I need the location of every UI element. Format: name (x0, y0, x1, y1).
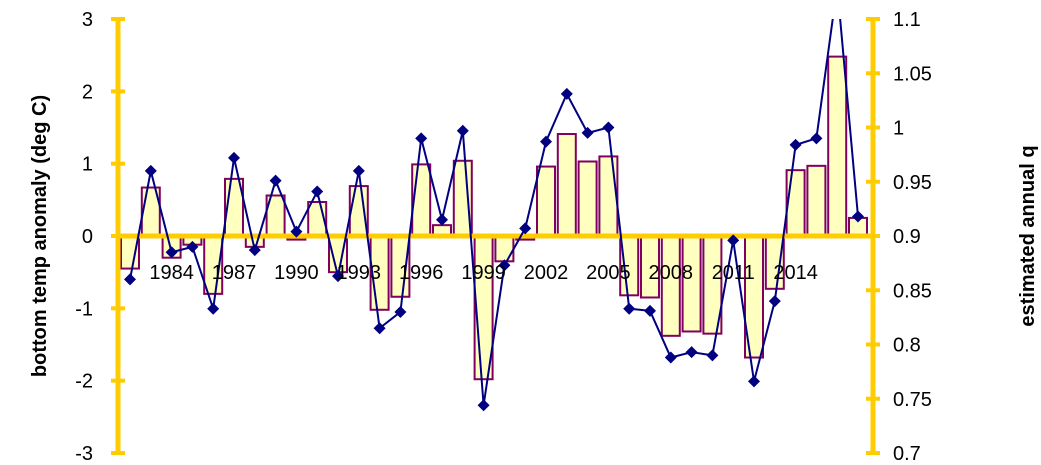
left-tick-label: -3 (75, 443, 93, 465)
x-tick-labels: 1984 1987 1990 1993 1996 1999 2002 2005 2008 2011… (149, 262, 818, 284)
point-marker (748, 375, 760, 388)
point-marker (852, 210, 864, 223)
bar (660, 235, 681, 337)
x-tick-label: 1993 (337, 262, 382, 284)
right-tick-label: 0.95 (893, 172, 932, 194)
point-marker (664, 351, 677, 364)
x-tick-label: 1987 (212, 262, 257, 284)
left-tick-label: -2 (75, 371, 93, 393)
x-tick-label: 1999 (461, 262, 506, 284)
q-line (129, 19, 859, 406)
left-axis: -3 -2 -1 0 1 2 3 (75, 9, 125, 465)
bar (577, 160, 598, 238)
right-tick-label: 1.1 (893, 9, 921, 31)
point-marker (768, 295, 781, 308)
point-marker (124, 273, 136, 286)
bar (536, 165, 556, 237)
point-marker (207, 302, 220, 315)
bar (120, 235, 140, 270)
point-marker (498, 259, 511, 272)
bar (411, 163, 432, 237)
line-series (129, 19, 859, 406)
point-marker (415, 132, 428, 145)
right-tick-label: 0.8 (893, 335, 921, 357)
point-marker (332, 270, 344, 283)
point-marker (685, 346, 698, 359)
bar (806, 164, 827, 237)
left-tick-label: 3 (82, 9, 93, 31)
point-marker (186, 240, 199, 253)
left-tick-label: 1 (82, 154, 93, 176)
x-tick-label: 2011 (712, 262, 755, 284)
bar (785, 169, 806, 237)
right-tick-label: 0.85 (893, 280, 932, 302)
right-tick-label: 0.75 (893, 389, 932, 411)
bar (494, 235, 515, 263)
point-marker (290, 225, 303, 238)
right-tick-label: 0.7 (893, 443, 921, 465)
point-marker (623, 302, 636, 315)
point-marker (248, 244, 261, 257)
y-axis-left-title: bottom temp anomaly (deg C) (29, 95, 51, 377)
left-tick-label: 0 (82, 226, 93, 248)
point-marker (706, 349, 719, 362)
point-marker (165, 246, 178, 259)
point-marker (477, 399, 490, 412)
point-marker (352, 164, 365, 177)
point-marker (581, 126, 594, 139)
x-tick-label: 2005 (586, 262, 631, 284)
point-marker (228, 151, 240, 164)
left-tick-label: -1 (75, 298, 93, 320)
point-marker (436, 213, 448, 226)
point-marker (560, 87, 573, 100)
point-marker (269, 174, 282, 187)
point-marker (519, 222, 532, 235)
point-marker (789, 138, 802, 151)
right-tick-label: 1 (893, 118, 904, 140)
x-tick-label: 2008 (649, 262, 694, 284)
x-tick-label: 2014 (773, 262, 818, 284)
line-markers (124, 87, 864, 412)
x-tick-label: 1996 (399, 262, 444, 284)
point-marker (602, 121, 615, 134)
x-tick-label: 1990 (274, 262, 319, 284)
point-marker (311, 185, 324, 198)
point-marker (456, 124, 469, 137)
right-tick-label: 1.05 (893, 63, 932, 85)
point-marker (373, 322, 386, 335)
point-marker (144, 164, 157, 177)
point-marker (394, 305, 407, 318)
point-marker (540, 135, 552, 148)
point-marker (727, 234, 740, 247)
x-tick-label: 1984 (149, 262, 194, 284)
bar (556, 133, 577, 237)
x-tick-label: 2002 (524, 262, 569, 284)
right-tick-label: 0.9 (893, 226, 921, 248)
point-marker (810, 132, 823, 145)
y-axis-right-title: estimated annual q (1017, 145, 1039, 326)
point-marker (644, 304, 656, 317)
left-tick-label: 2 (82, 81, 93, 103)
right-axis: 0.7 0.75 0.8 0.85 0.9 0.95 1 1.05 1.1 (866, 9, 932, 465)
bar (827, 55, 848, 238)
bar (598, 155, 619, 237)
